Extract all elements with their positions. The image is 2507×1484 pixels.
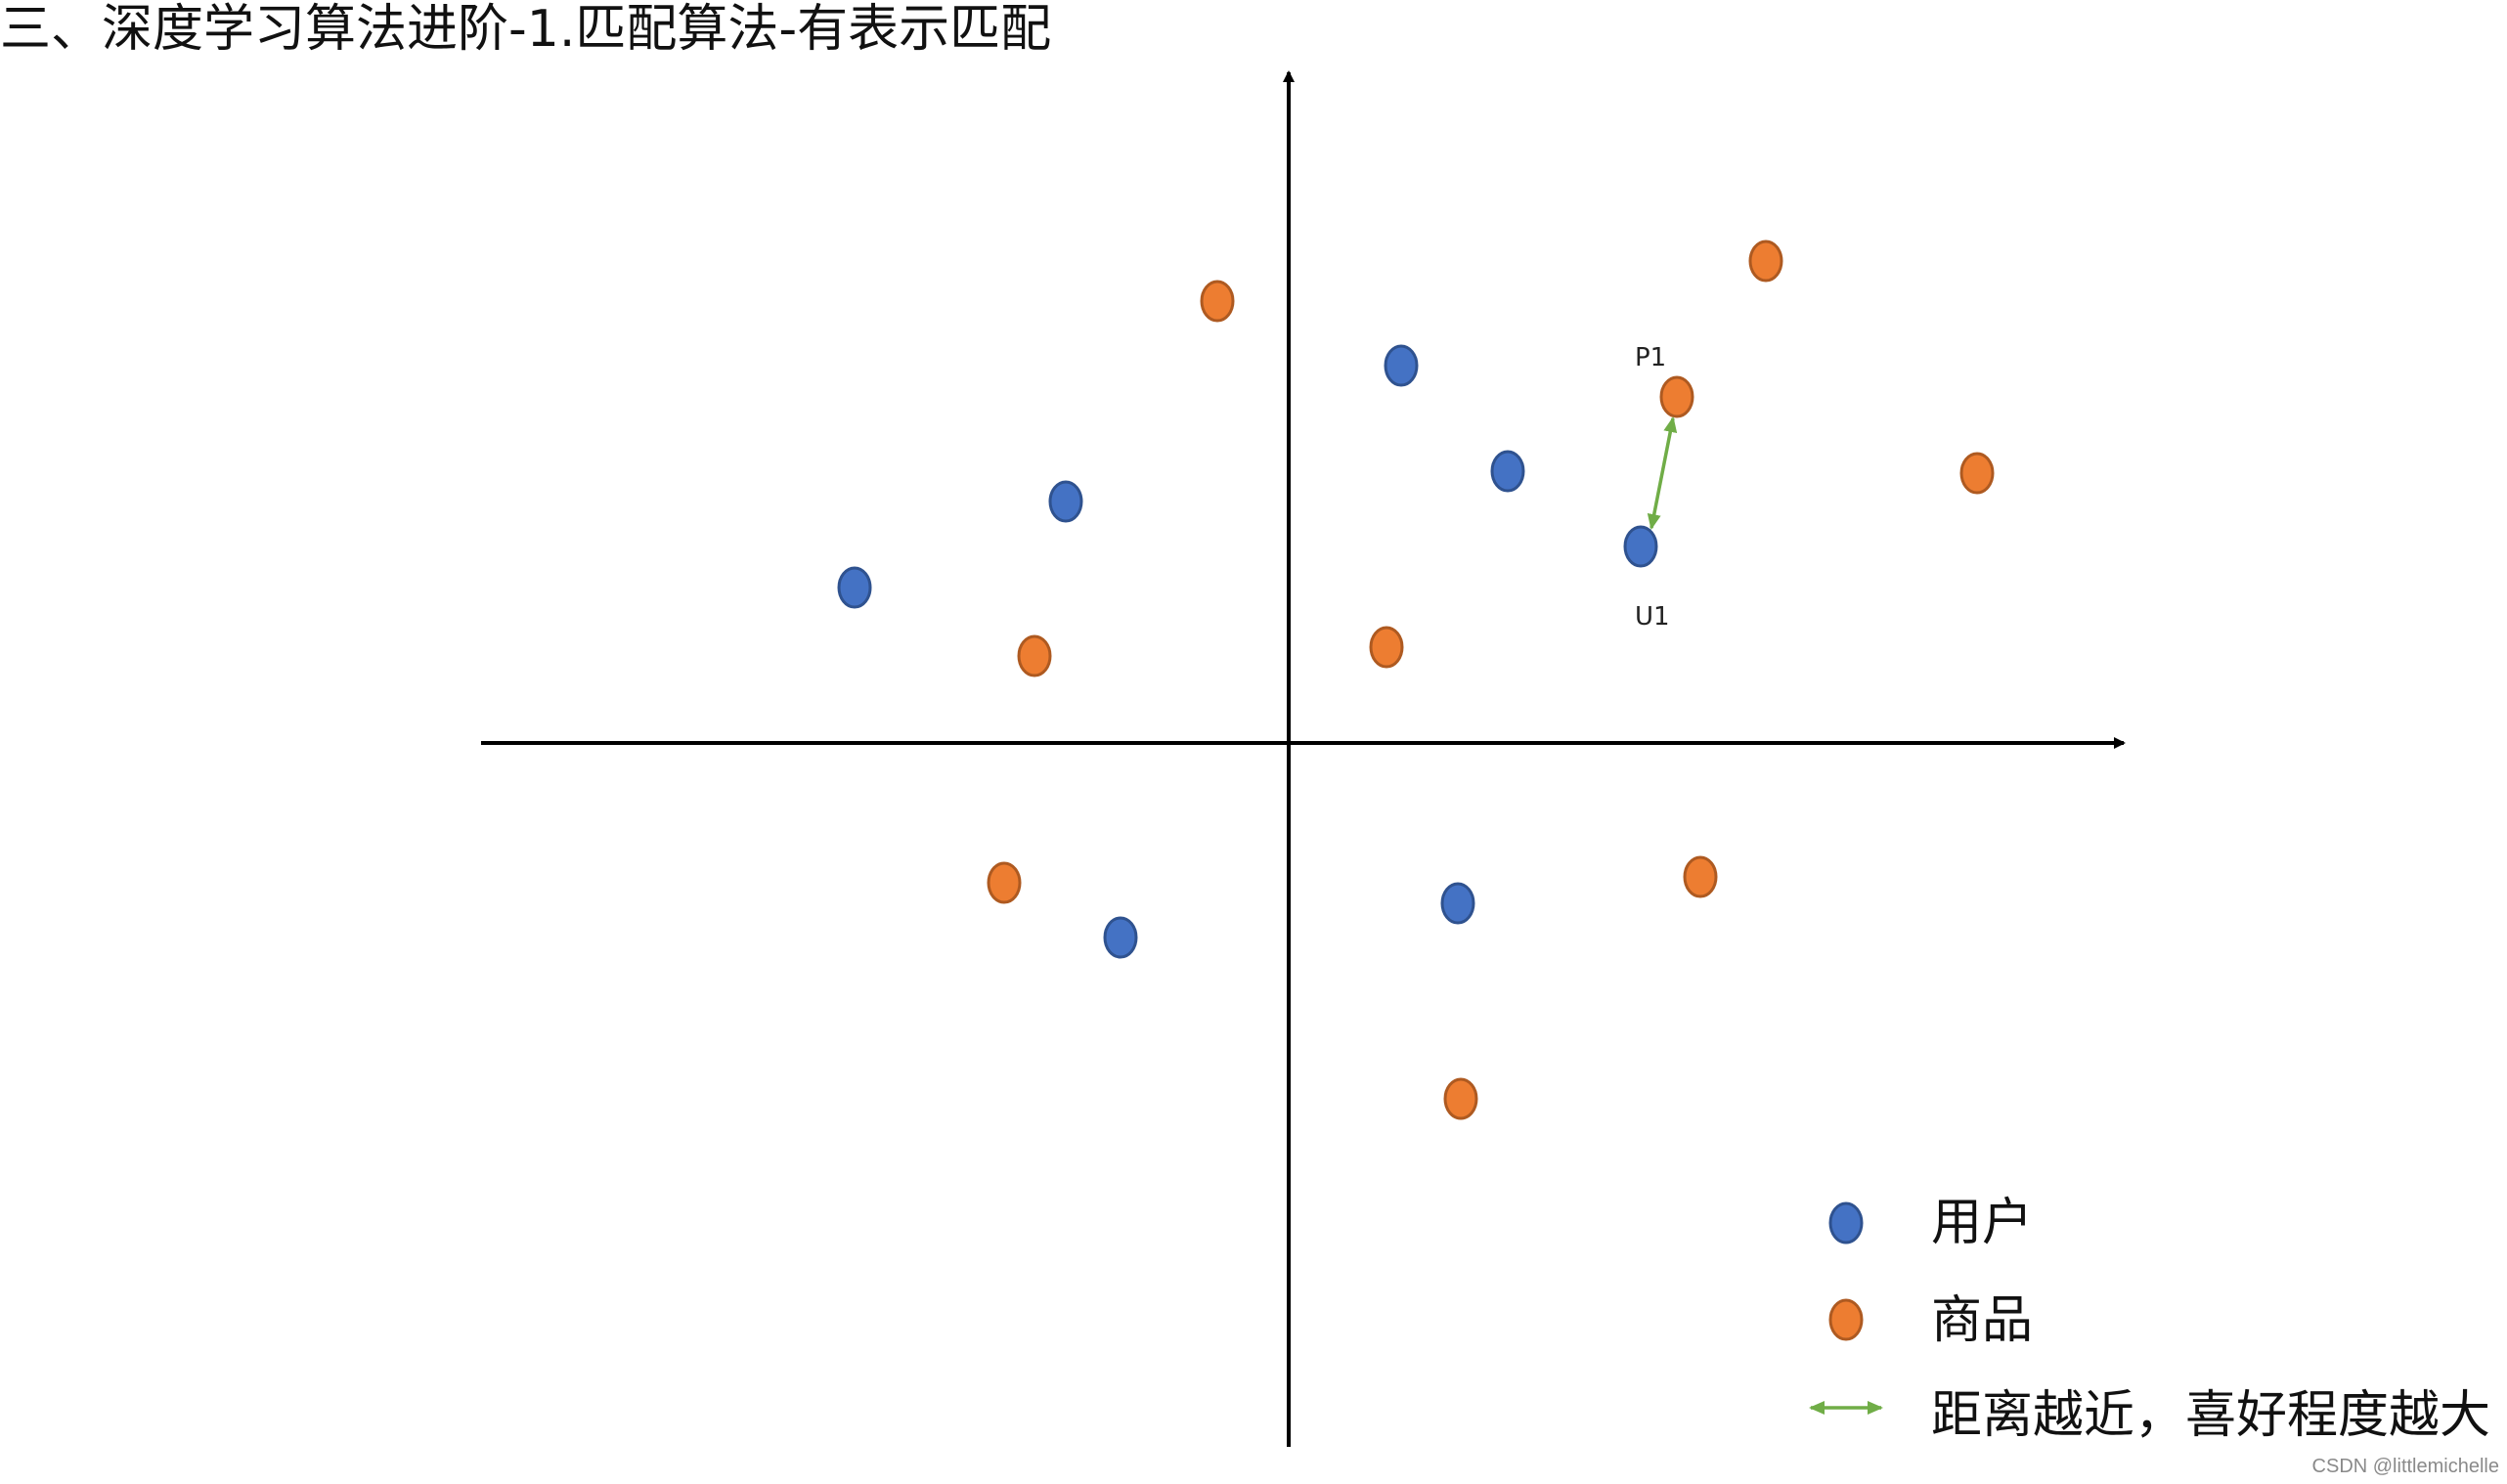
slide-title: 三、深度学习算法进阶-1.匹配算法-有表示匹配: [0, 0, 1052, 59]
product-point: [1683, 855, 1718, 898]
product-point-p1: [1659, 375, 1694, 418]
user-point: [1103, 916, 1138, 959]
product-point: [1443, 1077, 1478, 1120]
product-point: [1017, 634, 1052, 677]
legend-distance-label: 距离越近，喜好程度越大: [1931, 1386, 2490, 1445]
legend-product-label: 商品: [1931, 1291, 2033, 1350]
product-point: [1959, 452, 1995, 495]
label-u1: U1: [1635, 602, 1670, 632]
product-point: [987, 861, 1022, 904]
legend-user-label: 用户: [1931, 1194, 2033, 1252]
user-point: [1384, 344, 1419, 387]
user-point: [837, 566, 872, 609]
product-point: [1369, 626, 1404, 669]
product-points: [987, 240, 1995, 1120]
user-point: [1490, 450, 1525, 493]
user-point: [1048, 480, 1083, 523]
label-p1: P1: [1635, 343, 1666, 372]
user-point-u1: [1623, 525, 1658, 568]
distance-arrow: [1647, 416, 1678, 530]
product-point: [1200, 280, 1235, 323]
legend: 用户 商品 距离越近，喜好程度越大: [1809, 1194, 2490, 1445]
user-point: [1440, 882, 1475, 925]
user-points: [837, 344, 1658, 959]
legend-user-icon: [1828, 1201, 1864, 1244]
legend-product-icon: [1828, 1298, 1864, 1341]
watermark: CSDN @littlemichelle: [2311, 1456, 2499, 1477]
product-point: [1748, 240, 1783, 283]
